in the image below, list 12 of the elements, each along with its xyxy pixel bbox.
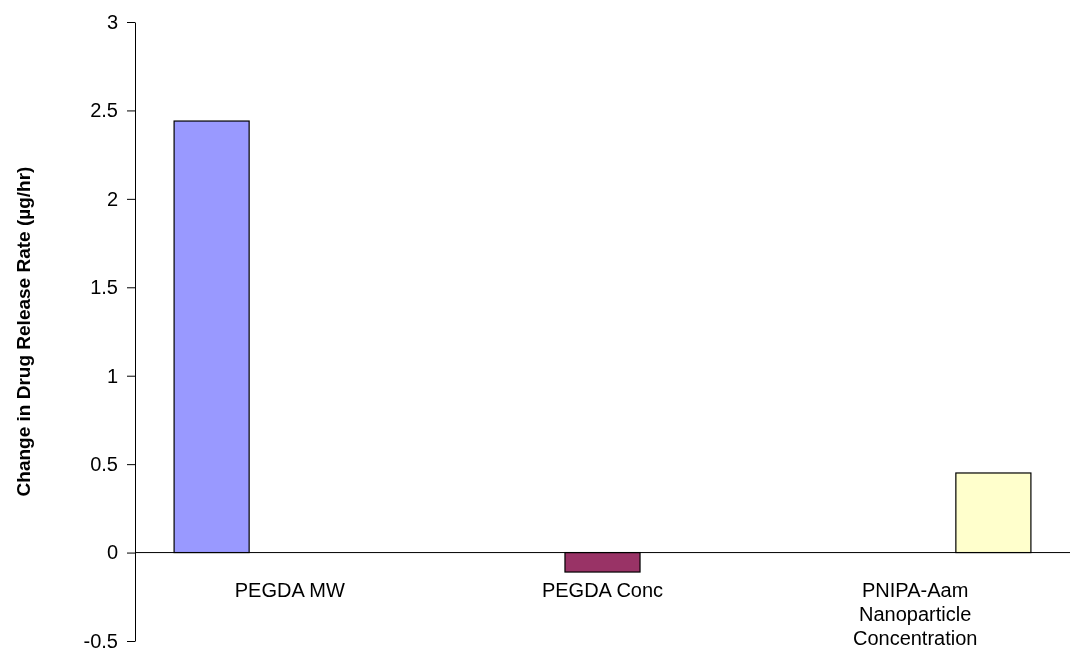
y-tick-label: 0.5	[90, 453, 118, 476]
y-axis-title: Change in Drug Release Rate (µg/hr)	[13, 166, 34, 497]
x-tick-label: PEGDA Conc	[541, 578, 664, 601]
y-tick-label: 0	[106, 541, 118, 564]
y-tick-label: 2	[106, 187, 118, 210]
x-tick-label: PEGDA MW	[234, 578, 345, 601]
y-tick-label: 1.5	[90, 276, 118, 299]
y-tick-label: 3	[106, 10, 118, 33]
y-tick-label: 1	[106, 364, 118, 387]
y-tick-label: 2.5	[90, 99, 118, 122]
y-tick-label: -0.5	[83, 629, 118, 652]
x-tick-label: PNIPA-Aam Nanoparticle Concentration	[852, 578, 978, 649]
